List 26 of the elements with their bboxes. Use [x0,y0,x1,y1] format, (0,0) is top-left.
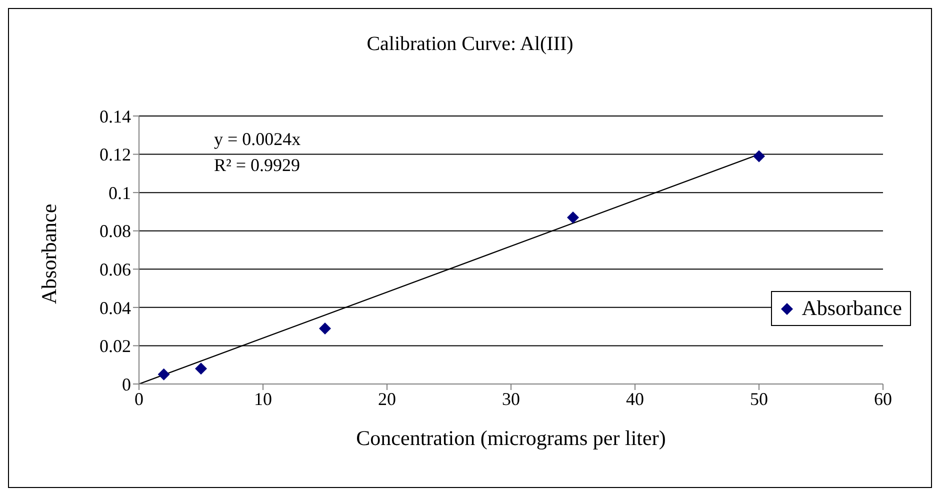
annotation: y = 0.0024x [214,129,301,149]
legend-label: Absorbance [802,296,902,321]
y-tick-label: 0.02 [100,336,131,356]
y-tick-label: 0.14 [100,106,131,126]
point [567,211,579,224]
x-tick-label: 40 [626,388,644,409]
x-axis-title: Concentration (micrograms per liter) [356,426,666,450]
y-tick-label: 0.04 [100,298,131,318]
y-tick-label: 0.1 [108,182,131,203]
x-tick-label: 30 [502,388,520,409]
x-tick-label: 20 [378,388,396,409]
y-tick-label: 0 [122,374,131,394]
x-tick-label: 60 [874,388,892,409]
x-tick-label: 0 [134,388,144,409]
point [319,322,331,334]
y-axis-title: Absorbance [37,204,61,304]
chart-title: Calibration Curve: Al(III) [366,33,574,56]
y-tick-label: 0.06 [100,260,131,280]
x-tick-label: 10 [254,388,272,409]
x-tick-label: 50 [750,388,768,409]
point [158,368,170,380]
annotation: R² = 0.9929 [214,155,300,175]
point [195,362,207,375]
point [753,150,765,162]
y-tick-label: 0.12 [100,144,131,165]
y-tick-label: 0.08 [100,221,131,242]
